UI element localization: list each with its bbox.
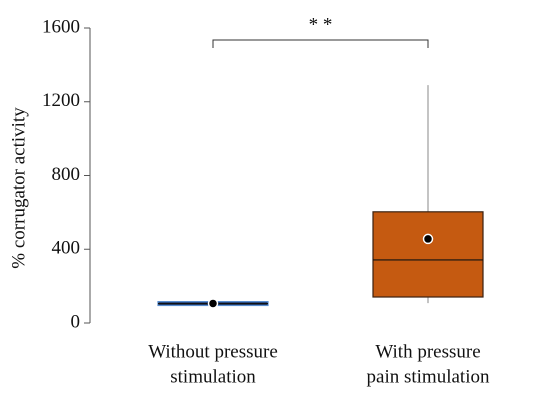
x-tick-label: Without pressure <box>148 341 278 362</box>
box <box>372 211 484 298</box>
y-tick-label: 400 <box>52 238 81 259</box>
y-axis-label: % corrugator activity <box>8 107 29 269</box>
x-tick-label: stimulation <box>170 366 256 387</box>
significance-label: * * <box>309 14 333 35</box>
mean <box>422 233 434 245</box>
mean <box>207 298 219 309</box>
x-tick-label: With pressure <box>375 341 480 362</box>
y-tick-label: 1600 <box>42 16 80 37</box>
y-tick-label: 0 <box>71 311 81 332</box>
y-tick-label: 800 <box>52 164 81 185</box>
y-tick-label: 1200 <box>42 90 80 111</box>
x-tick-label: pain stimulation <box>367 366 490 387</box>
significance-bracket <box>212 39 429 48</box>
